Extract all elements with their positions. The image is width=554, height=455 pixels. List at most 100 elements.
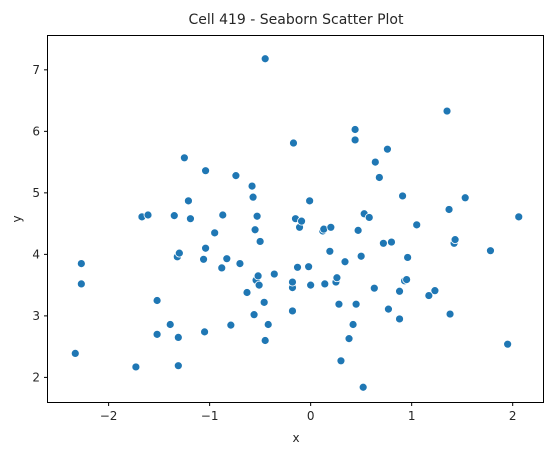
data-point bbox=[442, 106, 452, 116]
data-point bbox=[450, 235, 460, 245]
data-point bbox=[255, 237, 265, 246]
data-point bbox=[358, 382, 368, 392]
points-layer bbox=[70, 54, 524, 392]
data-point bbox=[395, 314, 404, 324]
data-point bbox=[131, 362, 141, 372]
data-point bbox=[293, 262, 302, 272]
data-point bbox=[249, 310, 259, 320]
data-point bbox=[344, 334, 354, 344]
data-point bbox=[306, 280, 316, 290]
data-point bbox=[326, 222, 336, 232]
data-point bbox=[364, 213, 374, 222]
x-tick-label: 2 bbox=[509, 409, 517, 423]
data-point bbox=[486, 246, 495, 256]
data-point bbox=[259, 297, 269, 307]
data-point bbox=[254, 280, 264, 290]
data-point bbox=[152, 296, 162, 305]
data-point bbox=[336, 356, 346, 366]
data-point bbox=[384, 304, 393, 314]
data-point bbox=[186, 214, 195, 224]
data-point bbox=[320, 279, 330, 289]
data-point bbox=[248, 192, 258, 202]
data-point bbox=[263, 320, 273, 329]
data-point bbox=[378, 238, 388, 248]
data-point bbox=[350, 135, 360, 145]
data-point bbox=[76, 259, 86, 269]
data-point bbox=[76, 279, 86, 289]
data-point bbox=[143, 210, 153, 220]
data-point bbox=[403, 253, 413, 262]
y-tick-label: 4 bbox=[32, 247, 40, 261]
data-point bbox=[297, 216, 306, 226]
data-point bbox=[200, 327, 209, 337]
y-axis-label: y bbox=[10, 215, 24, 222]
data-point bbox=[152, 329, 162, 339]
data-point bbox=[395, 286, 404, 296]
data-point bbox=[173, 333, 183, 342]
x-tick-label: 1 bbox=[408, 409, 416, 423]
x-axis-label: x bbox=[292, 431, 299, 445]
data-point bbox=[353, 225, 363, 235]
data-point bbox=[179, 153, 189, 163]
data-point bbox=[444, 205, 454, 214]
data-point bbox=[340, 257, 350, 267]
data-point bbox=[260, 54, 270, 64]
data-point bbox=[305, 196, 315, 206]
y-tick-label: 6 bbox=[32, 124, 40, 138]
data-point bbox=[174, 248, 184, 258]
data-point bbox=[226, 320, 236, 330]
data-point bbox=[242, 288, 252, 297]
data-point bbox=[374, 173, 384, 182]
data-point bbox=[348, 320, 358, 329]
chart-title: Cell 419 - Seaborn Scatter Plot bbox=[188, 12, 404, 28]
data-point bbox=[247, 181, 257, 191]
x-axis-ticks: −2 −1 0 1 2 bbox=[100, 402, 517, 423]
data-point bbox=[201, 243, 210, 253]
data-point bbox=[350, 125, 360, 134]
x-tick-label: −2 bbox=[100, 409, 118, 423]
data-point bbox=[269, 269, 279, 279]
data-point bbox=[334, 299, 344, 309]
data-point bbox=[199, 254, 208, 264]
y-tick-label: 2 bbox=[32, 370, 40, 384]
plot-area-frame bbox=[47, 35, 544, 403]
data-point bbox=[289, 138, 298, 148]
data-point bbox=[173, 361, 183, 371]
y-axis-ticks: 2 3 4 5 6 7 bbox=[32, 63, 48, 384]
data-point bbox=[250, 225, 260, 235]
data-point bbox=[370, 157, 380, 167]
data-point bbox=[332, 273, 342, 283]
data-point bbox=[383, 144, 392, 154]
data-point bbox=[412, 220, 422, 230]
data-point bbox=[253, 271, 263, 281]
data-point bbox=[217, 263, 227, 273]
x-tick-label: 0 bbox=[307, 409, 315, 423]
data-point bbox=[424, 291, 434, 300]
data-point bbox=[460, 193, 470, 203]
data-point bbox=[201, 166, 210, 176]
data-point bbox=[218, 210, 228, 220]
y-tick-label: 5 bbox=[32, 186, 40, 200]
y-tick-label: 3 bbox=[32, 309, 40, 323]
data-point bbox=[260, 336, 270, 345]
data-point bbox=[514, 212, 524, 222]
data-point bbox=[445, 309, 455, 319]
data-point bbox=[351, 299, 361, 309]
data-point bbox=[325, 246, 335, 256]
data-point bbox=[430, 286, 440, 296]
data-point bbox=[231, 171, 241, 181]
data-point bbox=[288, 306, 297, 316]
data-point bbox=[210, 228, 220, 238]
data-point bbox=[503, 339, 513, 349]
data-point bbox=[235, 259, 245, 269]
data-point bbox=[402, 275, 412, 284]
x-tick-label: −1 bbox=[201, 409, 219, 423]
data-point bbox=[387, 237, 396, 247]
data-point bbox=[304, 262, 314, 272]
data-point bbox=[169, 211, 179, 221]
data-point bbox=[288, 277, 297, 287]
data-point bbox=[184, 196, 193, 206]
data-point bbox=[398, 191, 407, 201]
